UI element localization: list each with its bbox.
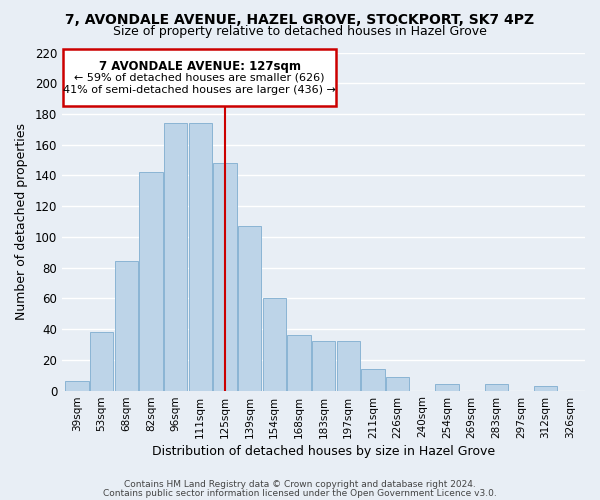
Bar	[238, 226, 262, 390]
Text: Contains HM Land Registry data © Crown copyright and database right 2024.: Contains HM Land Registry data © Crown c…	[124, 480, 476, 489]
Text: Contains public sector information licensed under the Open Government Licence v3: Contains public sector information licen…	[103, 489, 497, 498]
Text: 7, AVONDALE AVENUE, HAZEL GROVE, STOCKPORT, SK7 4PZ: 7, AVONDALE AVENUE, HAZEL GROVE, STOCKPO…	[65, 12, 535, 26]
Text: 41% of semi-detached houses are larger (436) →: 41% of semi-detached houses are larger (…	[63, 85, 336, 95]
Bar	[337, 342, 360, 390]
X-axis label: Distribution of detached houses by size in Hazel Grove: Distribution of detached houses by size …	[152, 444, 495, 458]
Bar	[139, 172, 163, 390]
Bar	[263, 298, 286, 390]
Y-axis label: Number of detached properties: Number of detached properties	[15, 123, 28, 320]
Bar	[65, 382, 89, 390]
FancyBboxPatch shape	[64, 50, 336, 106]
Bar	[435, 384, 458, 390]
Text: 7 AVONDALE AVENUE: 127sqm: 7 AVONDALE AVENUE: 127sqm	[98, 60, 301, 73]
Text: Size of property relative to detached houses in Hazel Grove: Size of property relative to detached ho…	[113, 25, 487, 38]
Bar	[534, 386, 557, 390]
Bar	[115, 262, 138, 390]
Bar	[312, 342, 335, 390]
Text: ← 59% of detached houses are smaller (626): ← 59% of detached houses are smaller (62…	[74, 72, 325, 83]
Bar	[287, 335, 311, 390]
Bar	[90, 332, 113, 390]
Bar	[188, 123, 212, 390]
Bar	[213, 163, 236, 390]
Bar	[164, 123, 187, 390]
Bar	[386, 376, 409, 390]
Bar	[361, 369, 385, 390]
Bar	[485, 384, 508, 390]
